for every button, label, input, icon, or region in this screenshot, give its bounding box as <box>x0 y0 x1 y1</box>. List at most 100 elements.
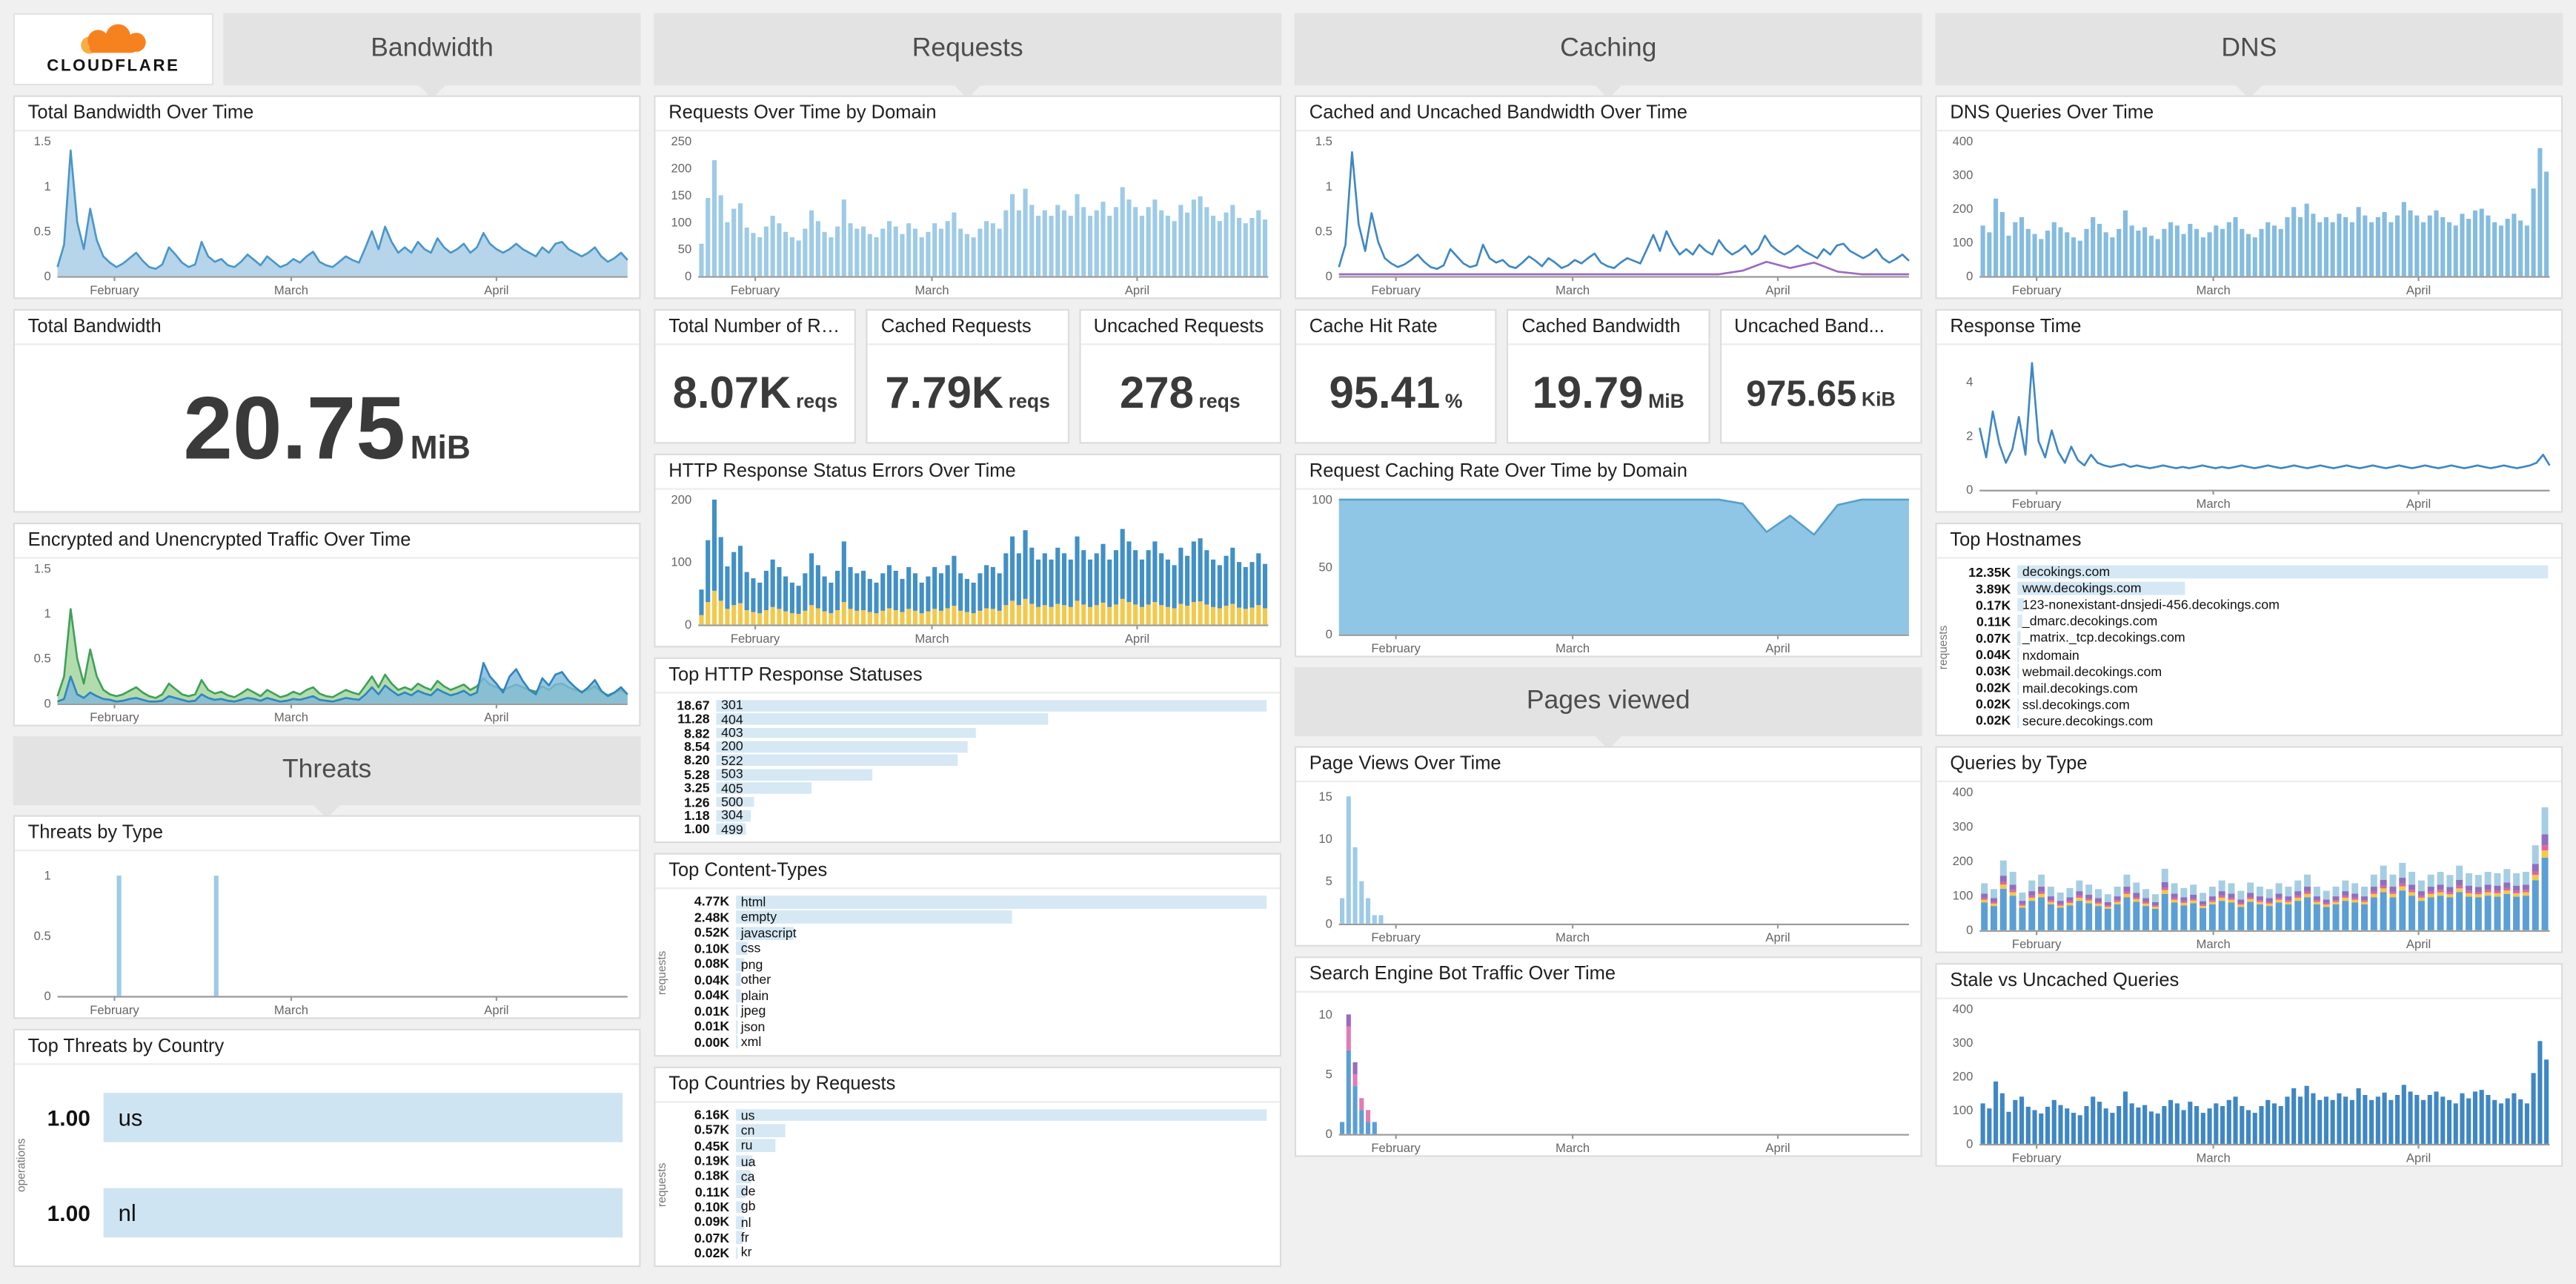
panel-title: Top Threats by Country <box>14 1030 640 1065</box>
cached-uncached-bandwidth-chart: 0 0.5 1 1.5 February March April <box>1296 131 1920 297</box>
hbar-fill <box>2017 565 2549 579</box>
stale-vs-uncached-chart: 0 100 200 300 400 February March April <box>1937 999 2561 1165</box>
hbar-label: fr <box>740 1230 749 1245</box>
svg-text:March: March <box>2197 1151 2231 1165</box>
svg-text:March: March <box>274 1003 308 1017</box>
logo-text: CLOUDFLARE <box>47 57 180 76</box>
top-hostnames-chart: requests 12.35K decokings.com 3.89K www.dec… <box>1937 559 2561 735</box>
hbar-value: 1.26 <box>684 794 710 810</box>
hbar-row: 5.28 503 <box>656 767 1280 782</box>
hbar-label: png <box>740 956 763 972</box>
stat-unit: reqs <box>796 389 838 413</box>
hbar-label: ssl.decokings.com <box>2022 697 2130 712</box>
hbar-row: 4.77K html <box>675 894 1280 910</box>
section-header-dns: DNS <box>1935 13 2563 99</box>
svg-text:April: April <box>1125 632 1149 646</box>
section-header-requests: Requests <box>654 13 1282 99</box>
svg-text:March: March <box>914 632 949 646</box>
hbar-label: html <box>740 894 766 910</box>
requests-over-time-chart: 0 50 100 150 200 250 February March April <box>656 131 1280 297</box>
uncached-bandwidth-value: 975.65 KiB <box>1746 372 1896 415</box>
chart-canvas: 0 100 200 300 400 February March April <box>1953 785 2550 951</box>
hbar-track: fr <box>736 1230 1267 1245</box>
panel-title: Requests Over Time by Domain <box>655 97 1280 132</box>
stat-body: 7.79K reqs <box>868 345 1067 443</box>
stat-unit: KiB <box>1861 387 1896 411</box>
hbar-track: other <box>736 973 1267 987</box>
svg-text:50: 50 <box>1318 560 1332 574</box>
svg-text:200: 200 <box>1953 202 1974 216</box>
response-time-chart: 0 2 4 February March April <box>1937 345 2561 512</box>
hbar-row: 0.04K other <box>675 972 1280 987</box>
hbar-fill <box>716 699 1267 712</box>
total-bandwidth-over-time-chart: 0 0.5 1 1.5 February March April <box>15 131 639 297</box>
hbar-row: 0.04K nxdomain <box>1956 646 2561 663</box>
hbar-fill <box>736 989 741 1002</box>
hbar-row: 0.08K png <box>675 956 1280 972</box>
panel-title: Stale vs Uncached Queries <box>1936 964 2561 999</box>
hbar-row: 1.26 500 <box>656 795 1280 810</box>
svg-text:February: February <box>2012 1151 2062 1165</box>
hbar-row: 0.09K nl <box>675 1214 1280 1230</box>
hbar-track: decokings.com <box>2017 564 2549 580</box>
svg-text:100: 100 <box>671 215 692 229</box>
panel-title: Page Views Over Time <box>1296 748 1921 783</box>
y-axis-label: requests <box>657 1162 669 1206</box>
panel-top-countries: Top Countries by Requests requests 6.16K… <box>654 1066 1282 1268</box>
hbar-fill <box>736 910 1012 924</box>
panel-title: Top Countries by Requests <box>655 1068 1280 1103</box>
svg-text:200: 200 <box>1953 854 1974 868</box>
hbar-label: decokings.com <box>2022 564 2111 580</box>
hbar-row: 1.00 us <box>35 1078 640 1156</box>
hbar-row: 0.18K ca <box>675 1169 1280 1185</box>
hbar-fill <box>2017 581 2185 596</box>
svg-text:1.5: 1.5 <box>1315 134 1332 148</box>
panel-top-http-statuses: Top HTTP Response Statuses 18.67 301 11.28… <box>654 657 1282 844</box>
dns-queries-chart: 0 100 200 300 400 February March April <box>1937 131 2561 297</box>
hbar-row: 0.10K css <box>675 941 1280 956</box>
hbar-label: 403 <box>721 725 743 741</box>
svg-text:0: 0 <box>44 269 50 283</box>
top-content-types-chart: requests 4.77K html 2.48K empty 0.52K javascr… <box>656 889 1280 1055</box>
svg-text:February: February <box>1371 930 1421 944</box>
hbar-row: 0.01K jpeg <box>675 1003 1280 1019</box>
hbar-track: ua <box>736 1154 1267 1168</box>
cached-bandwidth-value: 19.79 MiB <box>1533 368 1684 420</box>
svg-text:0: 0 <box>685 269 691 283</box>
hbar-value: 6.16K <box>694 1108 730 1123</box>
panel-title: Search Engine Bot Traffic Over Time <box>1296 958 1921 993</box>
section-header-caching-label: Caching <box>1560 34 1657 63</box>
hbar-track: 499 <box>716 822 1267 837</box>
hbar-track: 301 <box>716 698 1267 712</box>
hbar-value: 0.04K <box>1976 647 2011 663</box>
top-countries-chart: requests 6.16K us 0.57K cn 0.45K ru 0.19K ua 0.1… <box>656 1102 1280 1265</box>
hbar-fill <box>736 1036 737 1049</box>
stat-number: 8.07K <box>672 368 791 418</box>
hbar-track: _matrix._tcp.decokings.com <box>2017 631 2548 646</box>
hbar-track: us <box>103 1093 623 1142</box>
hbar-fill <box>736 1020 737 1033</box>
hbar-row: 12.35K decokings.com <box>1956 563 2561 580</box>
cloudflare-logo[interactable]: CLOUDFLARE <box>13 13 214 86</box>
section-header-dns-label: DNS <box>2221 34 2277 63</box>
hbar-fill <box>736 942 748 956</box>
panel-title: Threats by Type <box>14 817 640 852</box>
hbar-fill <box>736 1170 752 1183</box>
panel-response-time: Response Time 0 2 4 February March April <box>1935 308 2563 513</box>
hbar-track: mail.decokings.com <box>2017 681 2548 695</box>
hbar-value: 0.03K <box>1976 663 2011 679</box>
svg-text:April: April <box>2406 937 2431 951</box>
svg-text:March: March <box>274 710 308 724</box>
stat-title: Cache Hit Rate <box>1296 311 1496 345</box>
hbar-value: 12.35K <box>1968 564 2011 580</box>
hbar-track: 123-nonexistant-dnsjedi-456.decokings.co… <box>2017 598 2548 612</box>
hbar-track: 522 <box>716 753 1267 768</box>
hbar-track: gb <box>736 1199 1267 1214</box>
hbar-fill <box>2017 598 2025 612</box>
svg-text:1: 1 <box>1326 179 1332 193</box>
hbar-fill <box>736 1185 746 1198</box>
svg-text:February: February <box>1371 641 1421 655</box>
hbar-track: ca <box>736 1169 1267 1184</box>
hbar-track: 405 <box>716 781 1267 795</box>
hbar-fill <box>736 1124 786 1137</box>
